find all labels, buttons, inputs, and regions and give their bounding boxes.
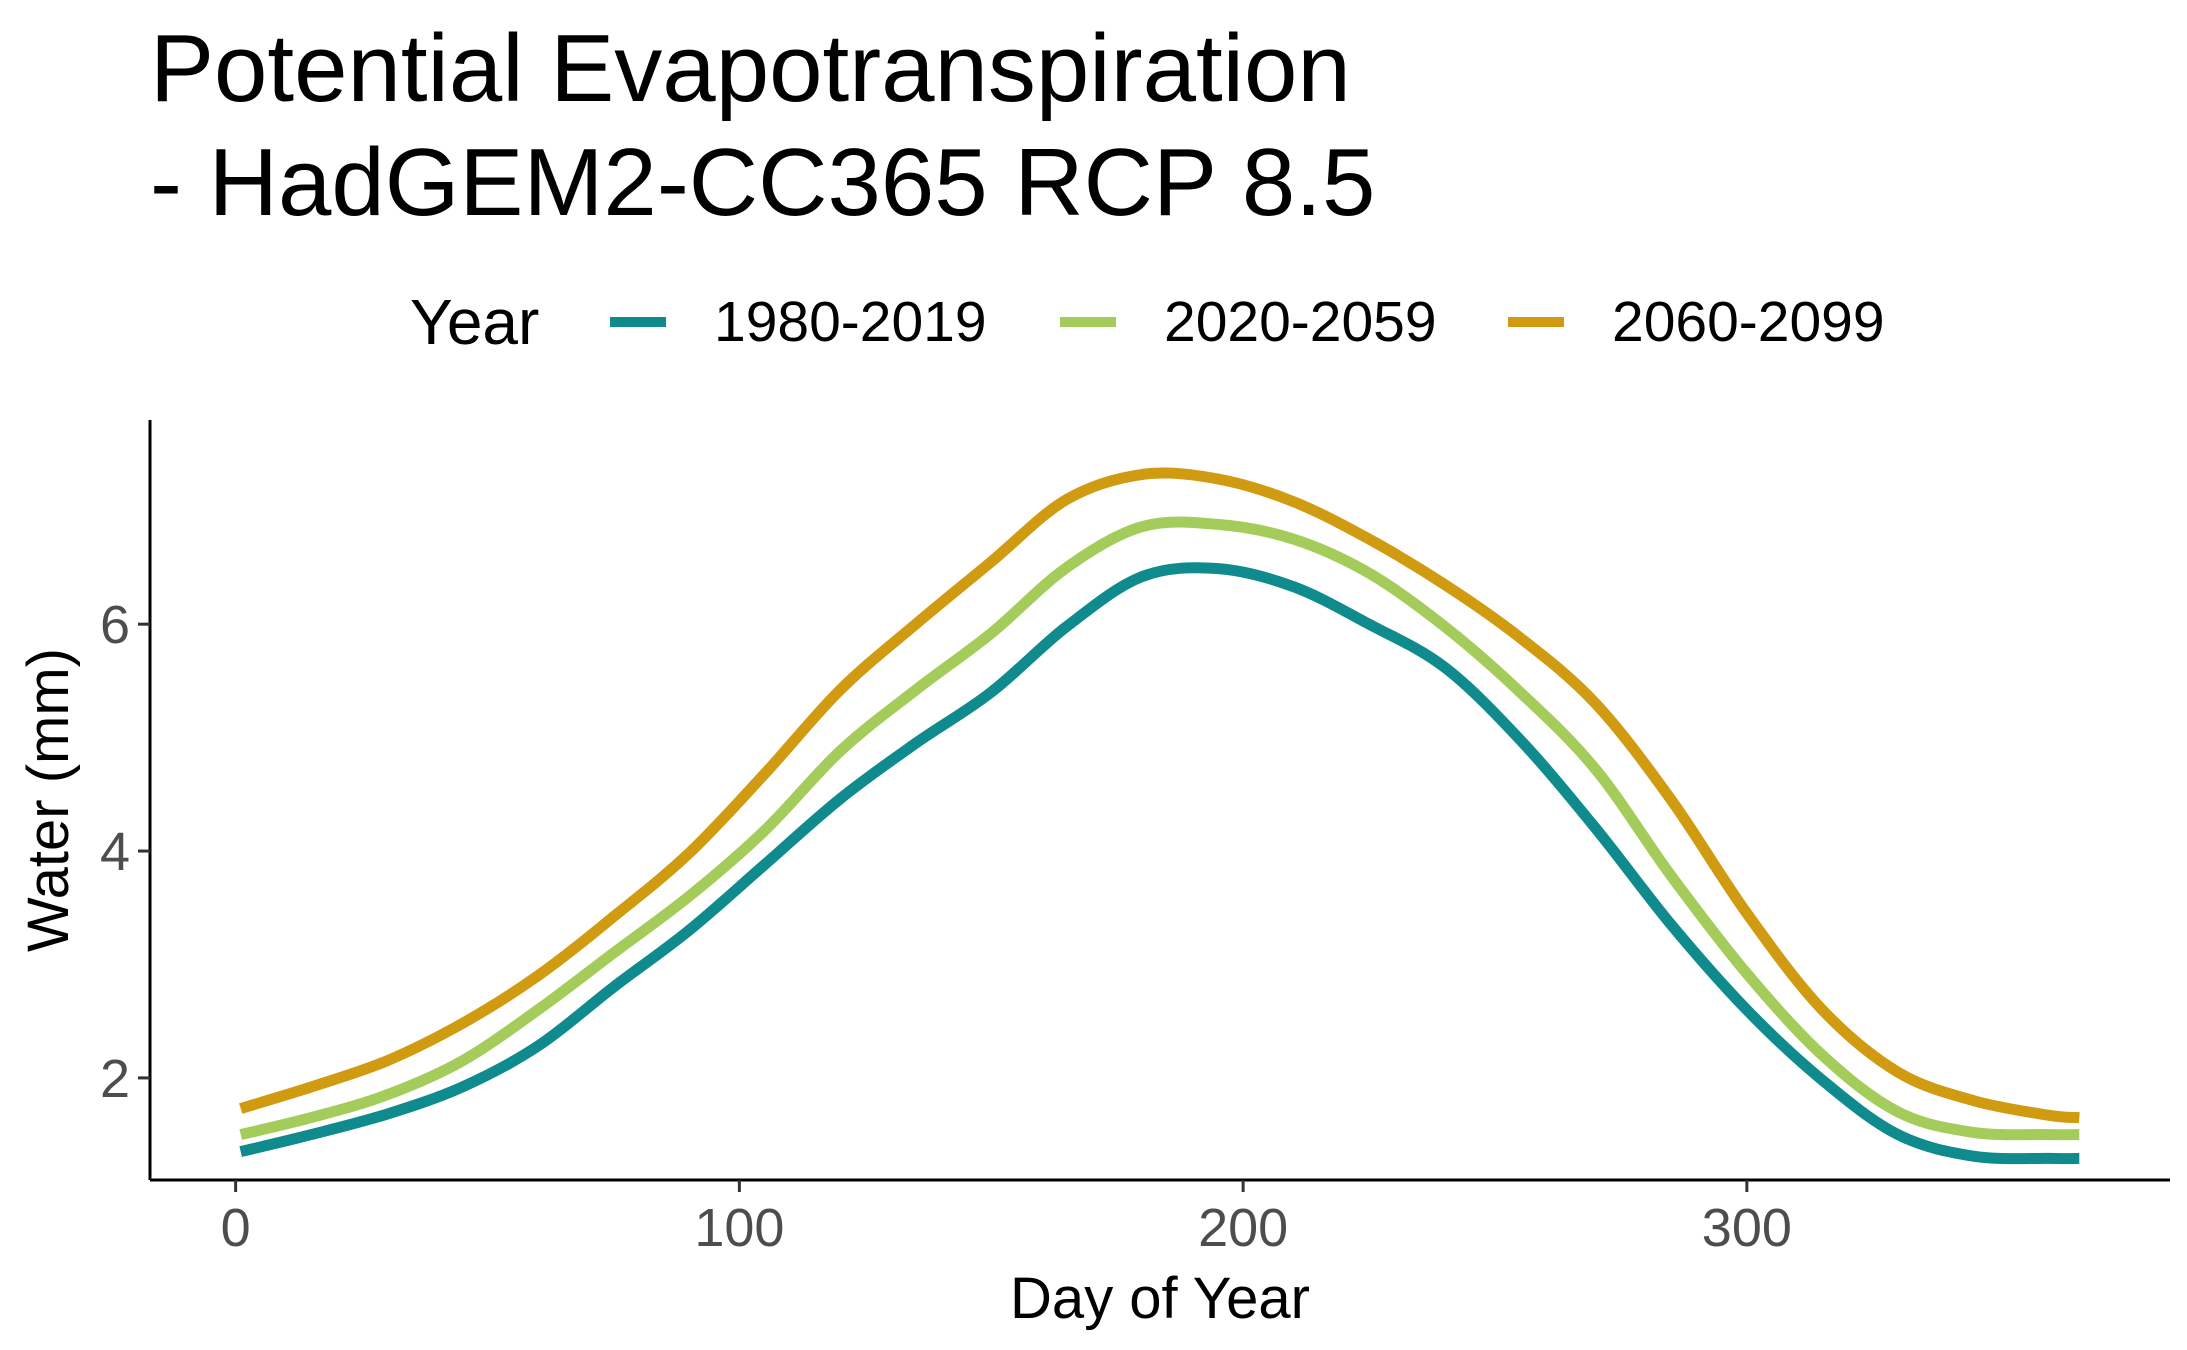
legend-label-series-1: 1980-2019 <box>714 290 987 354</box>
legend-label-series-3: 2060-2099 <box>1612 290 1885 354</box>
y-ticks: 2 4 6 <box>100 595 150 1109</box>
legend-key-series-3 <box>1508 317 1564 327</box>
legend-title: Year <box>410 286 540 358</box>
series-line-3 <box>239 467 2080 1124</box>
chart-title-line-1: Potential Evapotranspiration <box>150 15 1351 122</box>
x-tick-label: 200 <box>1198 1198 1288 1258</box>
legend-label-series-2: 2020-2059 <box>1164 290 1437 354</box>
legend: Year 1980-2019 2020-2059 2060-2099 <box>0 282 2187 362</box>
x-axis-label: Day of Year <box>1010 1266 1310 1331</box>
chart-title: Potential Evapotranspiration - HadGEM2-C… <box>150 12 1375 240</box>
x-tick-label: 0 <box>221 1198 251 1258</box>
x-ticks: 0 100 200 300 <box>221 1180 1792 1258</box>
y-tick-label: 4 <box>100 822 130 882</box>
y-tick-label: 6 <box>100 595 130 655</box>
x-tick-label: 100 <box>694 1198 784 1258</box>
y-tick-label: 2 <box>100 1049 130 1109</box>
y-axis-label: Water (mm) <box>16 648 81 952</box>
series-line-1 <box>239 562 2080 1165</box>
series-line-2 <box>239 516 2080 1141</box>
chart-title-line-2: - HadGEM2-CC365 RCP 8.5 <box>150 129 1376 236</box>
legend-key-series-1 <box>610 317 666 327</box>
series-layer <box>239 467 2080 1165</box>
x-tick-label: 300 <box>1702 1198 1792 1258</box>
legend-key-series-2 <box>1060 317 1116 327</box>
